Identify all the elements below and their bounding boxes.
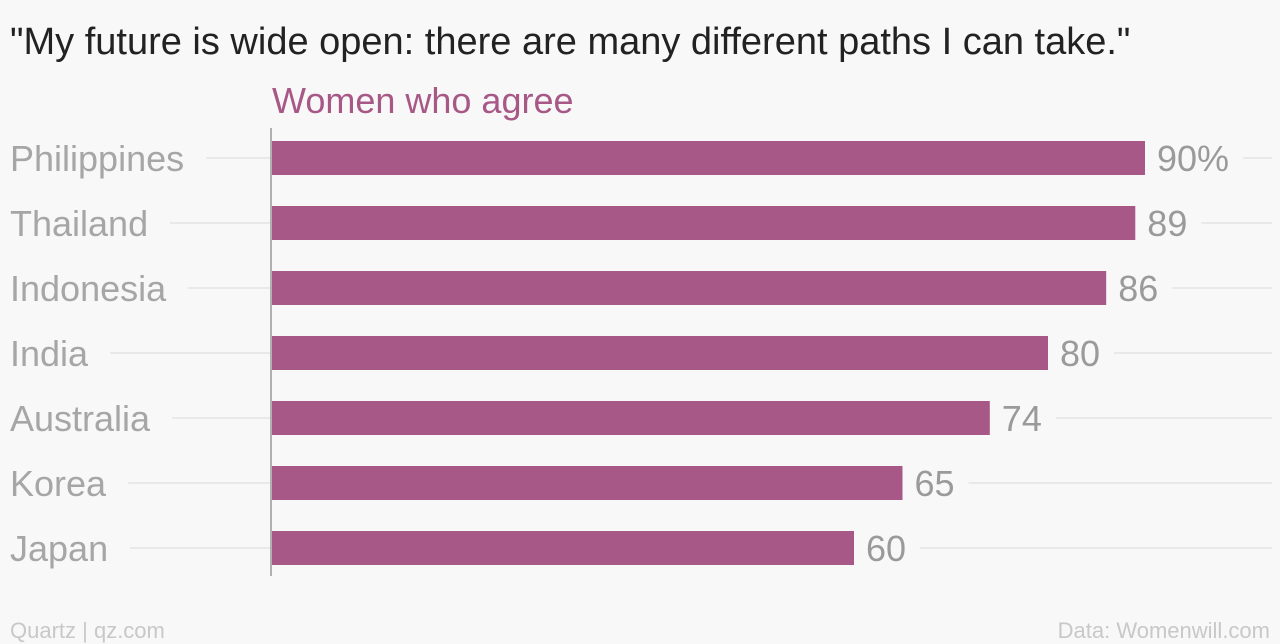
footer-source-right: Data: Womenwill.com — [1058, 618, 1270, 643]
category-labels: Philippines Thailand Indonesia India Austral… — [10, 138, 184, 569]
bar — [272, 141, 1145, 175]
value-label: 90% — [1157, 138, 1229, 179]
bars — [272, 141, 1145, 565]
bar — [272, 336, 1048, 370]
bar — [272, 531, 854, 565]
bar — [272, 466, 903, 500]
bar — [272, 271, 1107, 305]
chart-title: "My future is wide open: there are many … — [10, 21, 1130, 63]
category-label: Indonesia — [10, 268, 167, 309]
value-label: 80 — [1060, 333, 1100, 374]
bar — [272, 206, 1136, 240]
value-label: 89 — [1147, 203, 1187, 244]
footer-source-left: Quartz | qz.com — [10, 618, 165, 643]
category-label: India — [10, 333, 89, 374]
value-label: 65 — [915, 463, 955, 504]
value-label: 86 — [1118, 268, 1158, 309]
bar — [272, 401, 990, 435]
category-label: Korea — [10, 463, 107, 504]
value-label: 60 — [866, 528, 906, 569]
category-label: Australia — [10, 398, 151, 439]
series-label: Women who agree — [272, 80, 574, 121]
category-label: Philippines — [10, 138, 184, 179]
category-label: Japan — [10, 528, 108, 569]
category-label: Thailand — [10, 203, 148, 244]
value-label: 74 — [1002, 398, 1042, 439]
gridlines — [110, 157, 1272, 549]
